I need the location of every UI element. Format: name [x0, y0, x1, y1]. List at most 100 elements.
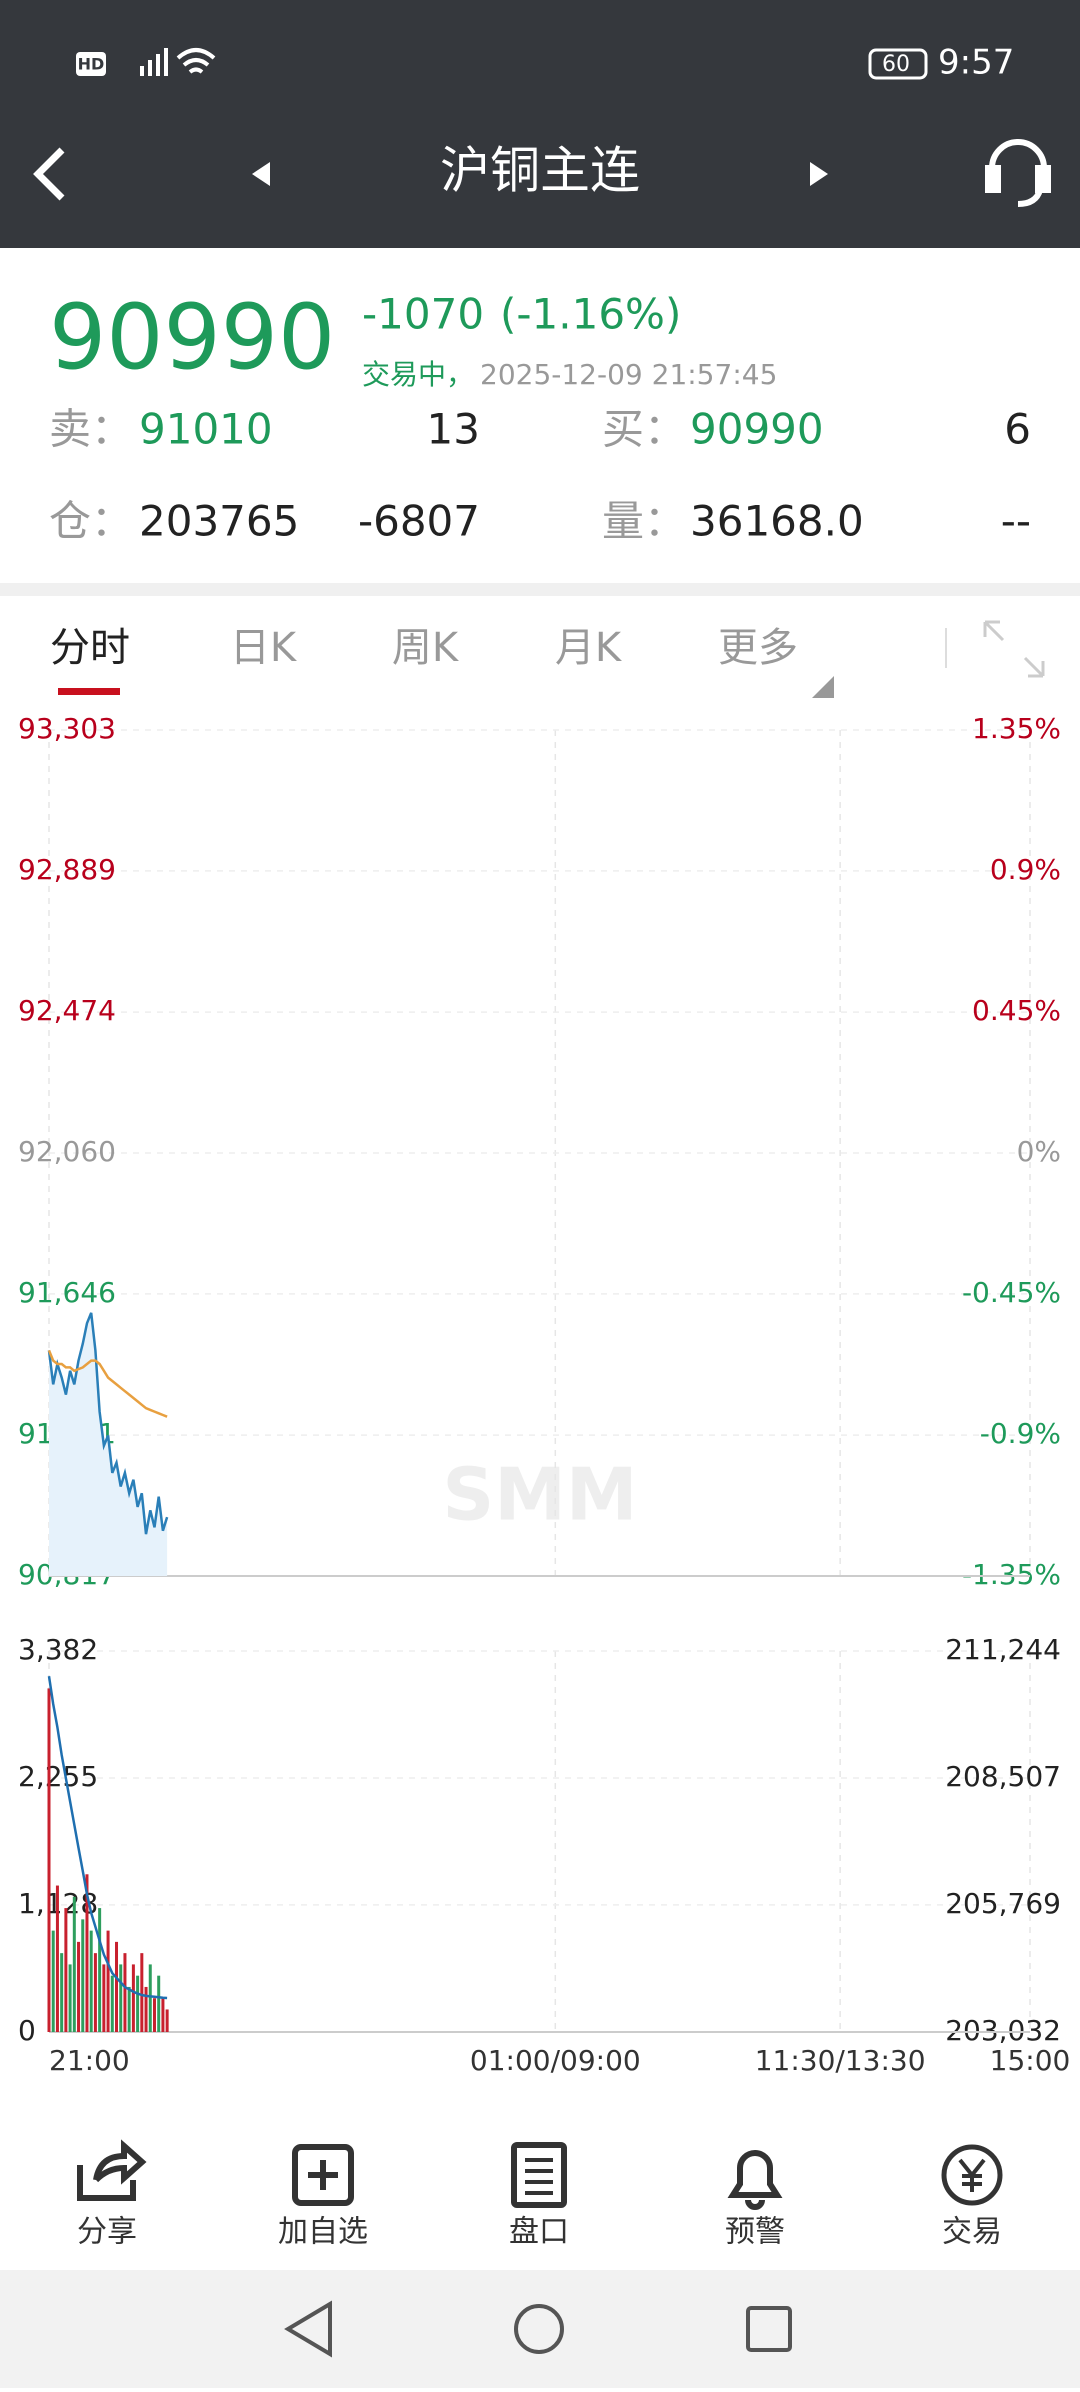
nav-label[interactable]: 盘口	[509, 2215, 569, 2250]
volume-bar	[85, 1874, 89, 2032]
x-tick-label: 01:00/09:00	[470, 2044, 641, 2077]
watermark: SMM	[442, 1453, 637, 1537]
volume-bar	[161, 1998, 165, 2032]
hd-badge	[76, 52, 106, 76]
volume-bar	[140, 1953, 144, 2032]
volume-bar	[89, 1930, 93, 2032]
sys-home[interactable]	[514, 2304, 564, 2354]
next-button[interactable]	[810, 162, 828, 186]
volume-bar	[148, 1964, 152, 2032]
y2-tick-label: -0.9%	[980, 1417, 1061, 1450]
system-nav	[0, 2270, 1080, 2388]
volume-bar	[51, 1930, 55, 2032]
tab[interactable]: 更多	[718, 625, 798, 671]
tab[interactable]: 月K	[555, 625, 623, 671]
line	[47, 1349, 168, 1418]
volume-bar	[106, 1930, 110, 2032]
y-tick-label: 2,255	[18, 1760, 98, 1793]
volume-bar	[136, 1975, 140, 2032]
volume-bar	[60, 1953, 64, 2032]
volume: 36168.0	[690, 497, 864, 546]
y-tick-label: 92,889	[18, 853, 116, 886]
volume-bar	[98, 1908, 102, 2032]
y2-tick-label: 0%	[1017, 1135, 1061, 1168]
volume-bar	[119, 1964, 123, 2032]
volume-bar	[131, 1964, 135, 2032]
volume-extra: --	[1001, 497, 1031, 546]
timestamp: 2025-12-09 21:57:45	[480, 358, 777, 391]
y-tick-label: 92,474	[18, 994, 116, 1027]
add-icon[interactable]	[292, 2144, 354, 2206]
orderbook-lines	[525, 2158, 553, 2195]
y2-tick-label: 208,507	[945, 1760, 1061, 1793]
volume-bar	[55, 1885, 59, 2032]
volume-bar	[68, 1964, 72, 2032]
bid: 90990	[690, 405, 824, 454]
trade-icon[interactable]	[941, 2144, 1003, 2206]
volume-bar	[115, 1941, 119, 2032]
ask: 91010	[139, 405, 273, 454]
battery-level: 60	[882, 52, 910, 77]
volume-bar	[72, 1896, 76, 2032]
volume-bar	[47, 1688, 51, 2032]
y2-tick-label: 211,244	[945, 1633, 1061, 1666]
expand-button[interactable]	[983, 620, 1045, 678]
oi: 203765	[139, 497, 299, 546]
alert-icon[interactable]	[727, 2150, 783, 2210]
y2-tick-label: 205,769	[945, 1887, 1061, 1920]
y2-tick-label: 1.35%	[972, 712, 1061, 745]
clock: 9:57	[938, 43, 1014, 83]
y2-tick-label: 203,032	[945, 2014, 1061, 2047]
prev-button[interactable]	[252, 162, 270, 186]
hd: HD	[78, 55, 105, 74]
orderbook-icon[interactable]	[511, 2142, 567, 2208]
y-tick-label: 3,382	[18, 1633, 98, 1666]
trade-status: 交易中，	[362, 358, 474, 391]
volume-bar	[123, 1953, 127, 2032]
y2-tick-label: -1.35%	[962, 1558, 1061, 1591]
sys-recent[interactable]	[746, 2306, 792, 2352]
x-tick-label: 11:30/13:30	[755, 2044, 926, 2077]
volume-bar	[110, 1975, 114, 2032]
sys-back[interactable]	[284, 2300, 332, 2358]
tab-indicator	[58, 688, 120, 695]
battery	[868, 48, 928, 80]
share-icon[interactable]	[77, 2139, 147, 2201]
tab[interactable]: 分时	[50, 625, 130, 671]
last-price: 90990	[49, 285, 335, 390]
y-tick-label: 92,060	[18, 1135, 116, 1168]
y2-tick-label: 0.9%	[990, 853, 1061, 886]
volume-bar	[77, 1941, 81, 2032]
ask-label: 卖：	[49, 405, 133, 454]
tab[interactable]: 日K	[230, 625, 298, 671]
y-tick-label: 93,303	[18, 712, 116, 745]
nav-label[interactable]: 预警	[725, 2215, 785, 2250]
back-button[interactable]	[33, 147, 65, 201]
line	[47, 1676, 168, 2000]
ask-vol: 13	[427, 405, 480, 454]
volume-bar	[64, 1908, 68, 2032]
volume-bar	[127, 1986, 131, 2032]
y2-tick-label: -0.45%	[962, 1276, 1061, 1309]
volume-bar	[157, 1975, 161, 2032]
volume-label: 量：	[602, 497, 686, 546]
bid-label: 买：	[602, 405, 686, 454]
y2-tick-label: 0.45%	[972, 994, 1061, 1027]
volume-bar	[93, 1953, 97, 2032]
divider	[0, 583, 1080, 596]
volume-bar	[165, 2009, 169, 2032]
more-arrow	[812, 676, 834, 698]
oi-change: -6807	[358, 497, 480, 546]
volume-bar	[144, 1986, 148, 2032]
signal-icon	[140, 48, 168, 76]
change: -1070	[362, 290, 484, 339]
y-tick-label: 91,646	[18, 1276, 116, 1309]
nav-label[interactable]: 分享	[77, 2215, 137, 2250]
volume-bar	[102, 1964, 106, 2032]
nav-label[interactable]: 加自选	[278, 2215, 368, 2250]
service-button[interactable]	[985, 139, 1051, 207]
tab[interactable]: 周K	[392, 625, 460, 671]
nav-label[interactable]: 交易	[942, 2215, 1002, 2250]
